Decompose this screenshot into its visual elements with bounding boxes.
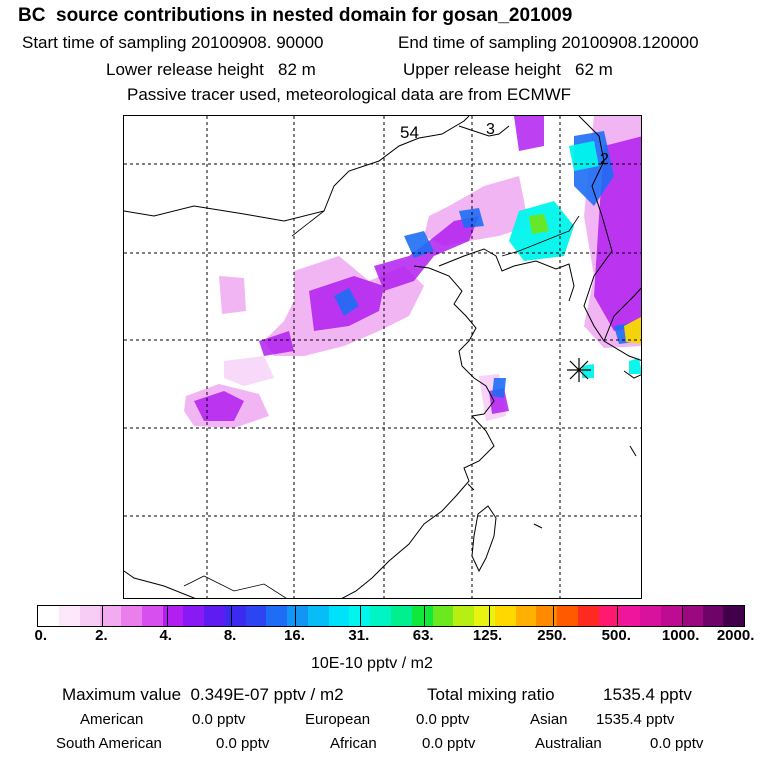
region-name-australian: Australian [535,735,602,752]
region-value-american: 0.0 pptv [192,711,246,728]
color-scale-divider [102,606,104,626]
region-value-south-american: 0.0 pptv [216,735,270,752]
color-scale-segment [224,606,246,626]
color-scale-segment [619,606,641,626]
color-scale-tick-label: 0. [34,627,48,644]
color-scale-segment [702,606,724,626]
color-scale-segment [307,606,329,626]
color-scale-segment [640,606,661,626]
color-scale-segment [598,606,620,626]
lower-release-height: Lower release height 82 m [106,60,316,79]
total-mixing-label: Total mixing ratio [427,685,555,704]
color-scale-divider [681,606,683,626]
color-scale-segment [370,606,392,626]
color-scale-divider [295,606,297,626]
region-value-african: 0.0 pptv [422,735,476,752]
color-scale-segment [660,606,682,626]
color-scale-tick-label: 31. [348,627,370,644]
color-scale-segment [391,606,412,626]
total-mixing-value: 1535.4 pptv [603,685,692,704]
color-scale-segment [38,606,59,626]
color-scale-tick-label: 500. [601,627,631,644]
color-scale-tick-label: 250. [537,627,567,644]
plume-max [529,214,641,344]
map-panel: 54 3 2 [123,115,642,599]
color-scale-tick-label: 2. [95,627,108,644]
contour-label-1: 54 [400,123,419,142]
end-time: End time of sampling 20100908.120000 [398,33,699,52]
region-name-american: American [80,711,144,728]
lat-lon-grid [124,116,641,598]
color-scale-segment [245,606,267,626]
color-scale-segment [557,606,578,626]
color-scale-divider [231,606,233,626]
color-scale-unit: 10E-10 pptv / m2 [311,655,433,672]
color-scale-segment [183,606,205,626]
tracer-note: Passive tracer used, meteorological data… [127,85,572,104]
color-scale-segment [79,606,101,626]
color-scale-divider [552,606,554,626]
star-icon [567,358,591,382]
color-scale-segment [411,606,433,626]
maximum-value: Maximum value 0.349E-07 pptv / m2 [62,685,344,704]
color-scale-segment [723,606,745,626]
color-scale-segment [681,606,703,626]
region-value-australian: 0.0 pptv [650,735,704,752]
color-scale-segment [494,606,516,626]
color-scale-segment [266,606,288,626]
coastlines [124,116,641,598]
color-scale-segment [432,606,454,626]
region-name-african: African [330,735,377,752]
borders [183,210,580,598]
start-time: Start time of sampling 20100908. 90000 [22,33,324,52]
color-scale-divider [488,606,490,626]
color-scale-segment [453,606,475,626]
color-scale-tick-label: 4. [159,627,172,644]
color-scale-segment [287,606,308,626]
color-scale-segment [100,606,122,626]
region-value-european: 0.0 pptv [416,711,470,728]
color-scale-tick-label: 16. [284,627,305,644]
color-scale-segment [121,606,142,626]
color-scale-divider [359,606,361,626]
region-name-asian: Asian [530,711,568,728]
color-scale-segment [577,606,599,626]
color-scale-segment [204,606,225,626]
region-name-european: European [305,711,371,728]
color-scale-bar [37,605,745,627]
color-scale-segment [515,606,537,626]
map-canvas: 54 3 2 [124,116,641,598]
color-scale-segment [162,606,184,626]
contour-label-3: 2 [600,151,609,168]
color-scale-segment [141,606,163,626]
upper-release-height: Upper release height 62 m [403,60,613,79]
color-scale-segment [536,606,558,626]
color-scale-tick-label: 2000. [716,627,755,644]
color-scale-divider [166,606,168,626]
color-scale-tick-label: 63. [412,627,434,644]
contour-label-2: 3 [486,121,495,138]
color-scale-tick-label: 1000. [661,627,700,644]
color-scale-divider [424,606,426,626]
color-scale-segment [328,606,350,626]
color-scale-segment [58,606,80,626]
region-value-asian: 1535.4 pptv [596,711,675,728]
color-scale-tick-label: 8. [223,627,237,644]
region-name-south-american: South American [56,735,162,752]
color-scale-segment [474,606,495,626]
figure-title: BC source contributions in nested domain… [18,5,573,26]
color-scale-divider [617,606,619,626]
concentration-field [184,116,641,428]
color-scale-tick-label: 125. [472,627,503,644]
